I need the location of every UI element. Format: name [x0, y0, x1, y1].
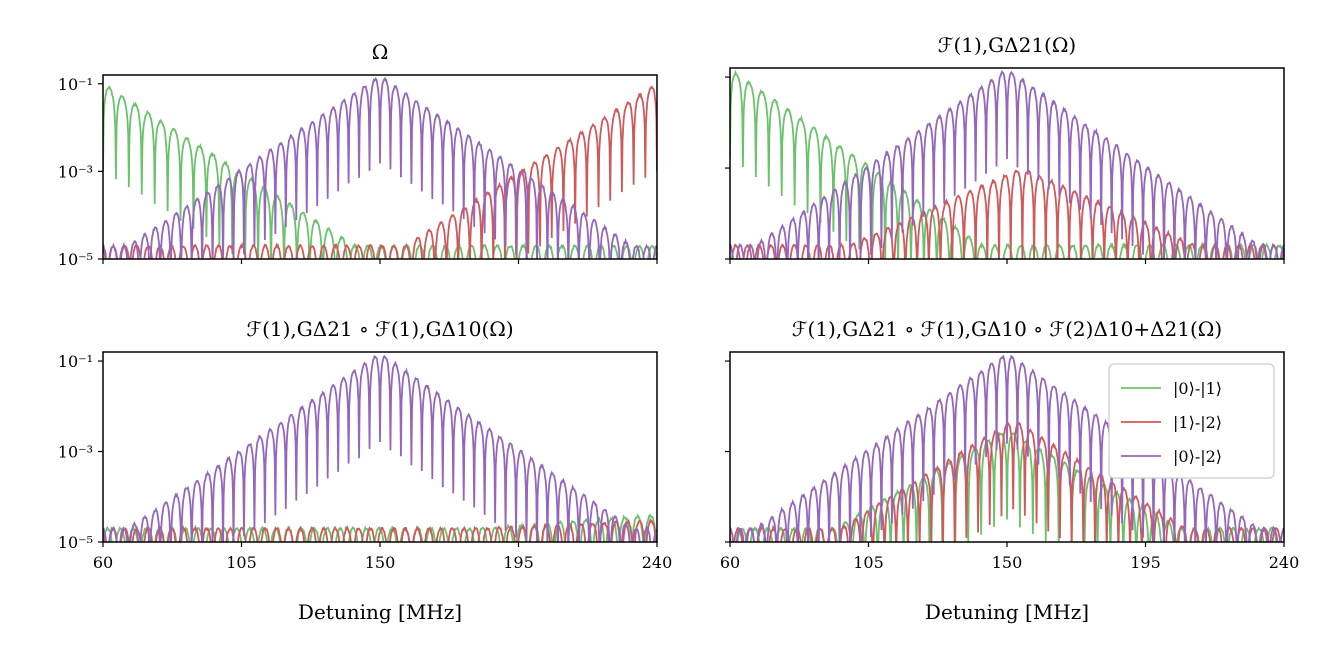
series-line-2 — [103, 517, 657, 542]
legend: |0⟩-|1⟩ |1⟩-|2⟩ |0⟩-|2⟩ — [1108, 363, 1275, 479]
x-tick-label: 150 — [365, 553, 396, 572]
series-line-1 — [103, 85, 657, 259]
panel-title: ℱ(1),GΔ21(Ω) — [938, 33, 1076, 57]
legend-label: |0⟩-|1⟩ — [1173, 379, 1222, 398]
panel-1: Ω 10⁻¹ 10⁻³ 10⁻⁵ — [58, 40, 658, 269]
y-tick-label: 10⁻¹ — [58, 352, 93, 371]
x-tick-label: 240 — [1269, 553, 1300, 572]
series-line-3 — [730, 69, 1284, 259]
x-tick-label: 105 — [226, 553, 257, 572]
x-axis-label: Detuning [MHz] — [298, 600, 462, 624]
panel-4: ℱ(1),GΔ21 ∘ ℱ(1),GΔ10 ∘ ℱ(2)Δ10+Δ21(Ω) 60… — [720, 317, 1299, 624]
series-line-1 — [730, 69, 1284, 259]
panel-title: Ω — [372, 40, 389, 64]
legend-box — [1108, 363, 1275, 479]
legend-label: |0⟩-|2⟩ — [1173, 447, 1222, 466]
x-tick-label: 240 — [642, 553, 673, 572]
y-tick-label: 10⁻⁵ — [58, 533, 93, 552]
series-line-2 — [103, 85, 657, 259]
legend-label: |1⟩-|2⟩ — [1173, 413, 1222, 432]
series-line-3 — [103, 354, 657, 542]
x-tick-label: 150 — [992, 553, 1023, 572]
x-tick-label: 195 — [503, 553, 534, 572]
x-tick-label: 195 — [1130, 553, 1161, 572]
x-tick-label: 105 — [853, 553, 884, 572]
x-axis-label: Detuning [MHz] — [925, 600, 1089, 624]
x-tick-label: 60 — [93, 553, 113, 572]
series-line-3 — [103, 76, 657, 259]
x-tick-label: 60 — [720, 553, 740, 572]
panel-2: ℱ(1),GΔ21(Ω) — [725, 33, 1285, 264]
panel-title: ℱ(1),GΔ21 ∘ ℱ(1),GΔ10 ∘ ℱ(2)Δ10+Δ21(Ω) — [792, 317, 1222, 341]
series-line-3 — [730, 354, 1284, 542]
series-line-2 — [731, 169, 1284, 259]
panel-title: ℱ(1),GΔ21 ∘ ℱ(1),GΔ10(Ω) — [246, 317, 513, 341]
y-tick-label: 10⁻³ — [58, 443, 93, 462]
y-tick-label: 10⁻¹ — [58, 75, 93, 94]
y-tick-label: 10⁻⁵ — [58, 250, 93, 269]
panel-3: ℱ(1),GΔ21 ∘ ℱ(1),GΔ10(Ω) 10⁻¹ 10⁻³ 10⁻⁵60 10… — [58, 317, 672, 624]
y-tick-label: 10⁻³ — [58, 162, 93, 181]
